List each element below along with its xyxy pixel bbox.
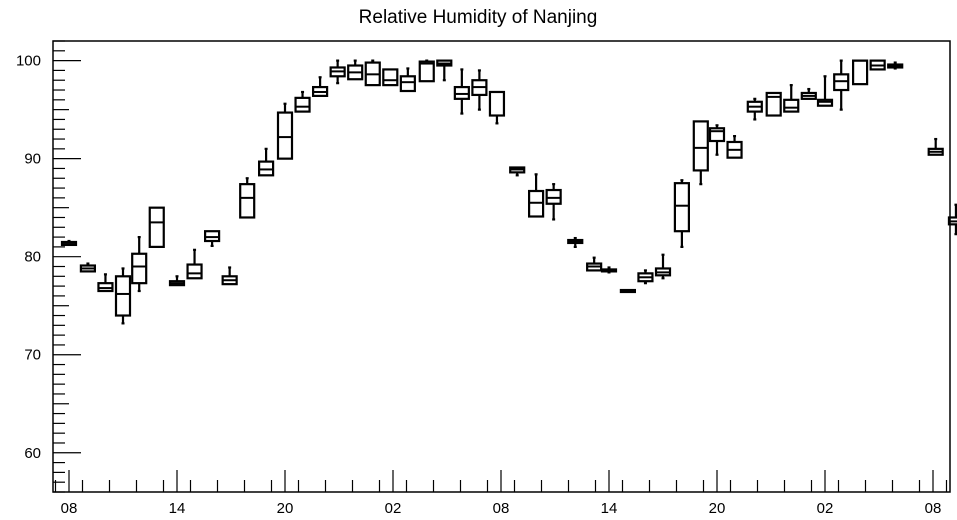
box-body <box>131 252 148 285</box>
box-body <box>382 68 399 87</box>
box-body <box>783 98 800 113</box>
box-item <box>221 266 238 286</box>
box-item <box>148 206 165 248</box>
box-body <box>488 90 506 117</box>
box-item <box>887 61 904 70</box>
box-item <box>471 69 488 111</box>
y-tick-label: 80 <box>24 249 41 266</box>
x-tick-label: 14 <box>169 500 186 517</box>
box-item <box>765 91 782 117</box>
box-body <box>148 206 165 248</box>
y-tick-label: 100 <box>16 53 41 70</box>
x-tick-label: 20 <box>277 500 294 517</box>
y-tick-label: 70 <box>24 347 41 364</box>
box-body <box>399 75 416 93</box>
x-tick-label: 08 <box>61 500 78 517</box>
box-item <box>488 90 506 125</box>
y-axis: 60 70 80 90 100 <box>16 40 81 493</box>
box-item <box>382 68 399 87</box>
x-tick-label: 14 <box>601 500 618 517</box>
box-item <box>453 68 470 115</box>
box-item <box>114 267 132 325</box>
box-body <box>692 120 709 172</box>
box-body <box>708 127 726 143</box>
box-body <box>239 183 256 219</box>
box-item <box>168 275 186 287</box>
chart-title: Relative Humidity of Nanjing <box>359 7 598 28</box>
box-item <box>239 177 256 219</box>
box-item <box>927 137 944 156</box>
box-item <box>60 239 78 247</box>
box-item <box>816 75 834 107</box>
box-body <box>294 96 311 113</box>
x-tick-label: 02 <box>385 500 402 517</box>
box-item <box>800 87 817 100</box>
y-tick-label: 90 <box>24 151 41 168</box>
x-axis: 08 14 20 02 08 14 20 02 08 <box>54 470 948 517</box>
box-body <box>765 91 782 117</box>
box-item <box>869 59 886 71</box>
box-item <box>726 135 743 159</box>
box-item <box>204 230 221 248</box>
box-body <box>673 182 691 233</box>
box-body <box>114 275 132 317</box>
box-item <box>746 97 763 121</box>
box-item <box>509 166 526 177</box>
box-item <box>186 248 203 280</box>
box-item <box>329 59 346 85</box>
box-item <box>673 179 691 248</box>
box-body <box>851 59 869 86</box>
box-item <box>312 76 329 98</box>
box-item <box>619 288 637 294</box>
box-body <box>276 111 294 160</box>
box-item <box>833 59 850 111</box>
box-item <box>97 273 114 293</box>
box-item <box>692 120 709 186</box>
box-item <box>418 59 435 83</box>
box-item <box>276 102 294 160</box>
box-item <box>637 269 654 285</box>
box-item <box>527 173 545 218</box>
box-item <box>79 262 97 273</box>
x-tick-label: 08 <box>493 500 510 517</box>
box-item <box>586 256 603 272</box>
box-item <box>708 124 726 156</box>
box-item <box>131 235 148 293</box>
box-series <box>60 59 957 325</box>
box-item <box>851 59 869 86</box>
box-item <box>600 266 618 274</box>
box-body <box>418 60 435 83</box>
box-item <box>294 90 311 113</box>
x-tick-label: 02 <box>817 500 834 517</box>
box-item <box>567 236 584 248</box>
box-body <box>186 263 203 280</box>
box-item <box>436 59 453 82</box>
box-item <box>364 59 381 87</box>
box-item <box>399 67 416 93</box>
x-tick-label: 20 <box>709 500 726 517</box>
box-item <box>545 183 562 221</box>
box-item <box>347 59 364 81</box>
y-tick-label: 60 <box>24 445 41 462</box>
x-tick-label: 08 <box>925 500 942 517</box>
box-item <box>654 253 672 280</box>
box-item <box>783 84 800 113</box>
box-item <box>258 147 275 177</box>
